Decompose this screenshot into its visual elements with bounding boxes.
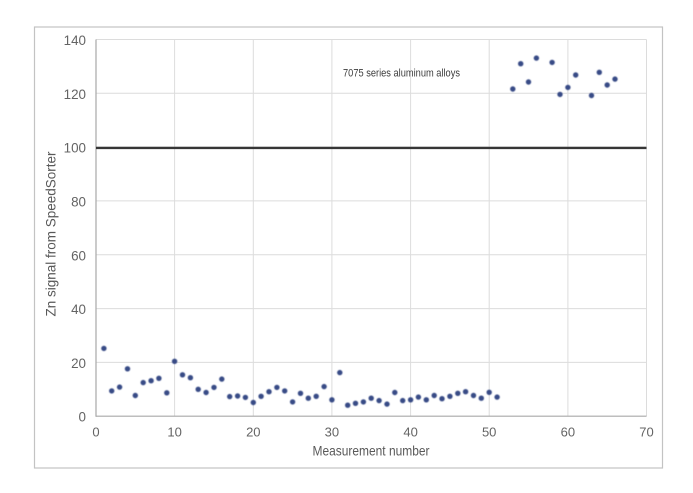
svg-text:20: 20: [71, 356, 86, 371]
svg-text:70: 70: [639, 425, 653, 440]
svg-text:100: 100: [64, 141, 86, 156]
svg-text:80: 80: [71, 194, 86, 209]
svg-text:0: 0: [92, 425, 99, 440]
svg-text:50: 50: [482, 425, 496, 440]
svg-text:40: 40: [403, 425, 417, 440]
svg-text:120: 120: [64, 87, 86, 102]
svg-text:7075 series aluminum alloys: 7075 series aluminum alloys: [343, 67, 460, 79]
svg-text:0: 0: [79, 410, 86, 425]
svg-text:20: 20: [246, 425, 260, 440]
svg-text:60: 60: [561, 425, 575, 440]
svg-text:10: 10: [167, 425, 181, 440]
svg-text:30: 30: [325, 425, 339, 440]
svg-text:Measurement number: Measurement number: [313, 443, 430, 459]
svg-text:40: 40: [71, 302, 86, 317]
svg-text:140: 140: [64, 33, 86, 48]
svg-text:Zn signal from SpeedSorter: Zn signal from SpeedSorter: [44, 151, 59, 316]
svg-text:60: 60: [71, 248, 86, 263]
